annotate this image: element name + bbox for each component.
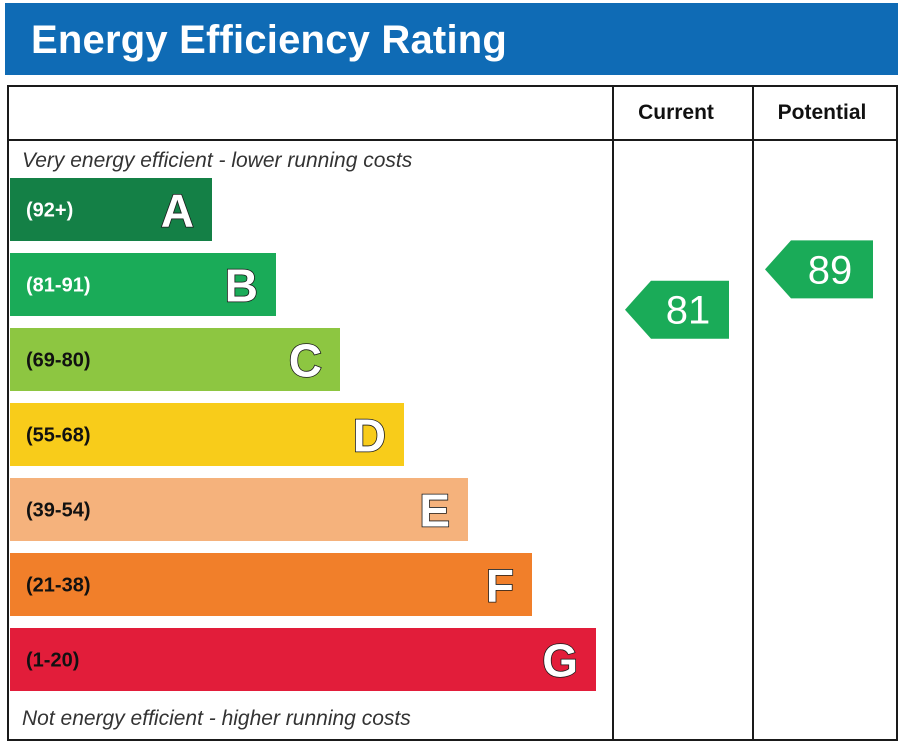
current-rating-value: 81	[666, 289, 711, 333]
potential-rating-arrow	[765, 240, 873, 299]
band-g-letter: G	[542, 635, 578, 687]
band-e-letter: E	[419, 485, 450, 537]
potential-column-header: Potential	[778, 101, 867, 124]
band-d-range: (55-68)	[26, 425, 90, 447]
band-b-bar	[10, 253, 276, 316]
band-b-letter: B	[225, 260, 258, 312]
current-column-header: Current	[638, 101, 714, 124]
potential-rating-value: 89	[808, 248, 853, 292]
band-f-bar	[10, 553, 532, 616]
current-rating-arrow	[625, 280, 729, 339]
band-f-letter: F	[486, 560, 514, 612]
band-e-bar	[10, 478, 468, 541]
bottom-note: Not energy efficient - higher running co…	[22, 707, 411, 730]
band-c-bar	[10, 328, 340, 391]
rating-bands: (92+) A (81-91) B (69-80) C (55-68) D (39-54) E (2…	[10, 178, 596, 691]
band-a-range: (92+)	[26, 200, 73, 222]
band-d-letter: D	[353, 410, 386, 462]
header-bar: Energy Efficiency Rating	[5, 3, 898, 75]
chart-frame	[7, 85, 898, 741]
rating-arrows: 81 89	[625, 240, 873, 339]
band-g-range: (1-20)	[26, 650, 79, 672]
band-a-bar	[10, 178, 212, 241]
band-b-range: (81-91)	[26, 275, 90, 297]
band-c-letter: C	[289, 335, 322, 387]
band-f-range: (21-38)	[26, 575, 90, 597]
band-d-bar	[10, 403, 404, 466]
band-c-range: (69-80)	[26, 350, 90, 372]
band-g-bar	[10, 628, 596, 691]
chart-title: Energy Efficiency Rating	[31, 18, 508, 62]
band-e-range: (39-54)	[26, 500, 90, 522]
top-note: Very energy efficient - lower running co…	[22, 149, 413, 172]
band-a-letter: A	[161, 185, 194, 237]
